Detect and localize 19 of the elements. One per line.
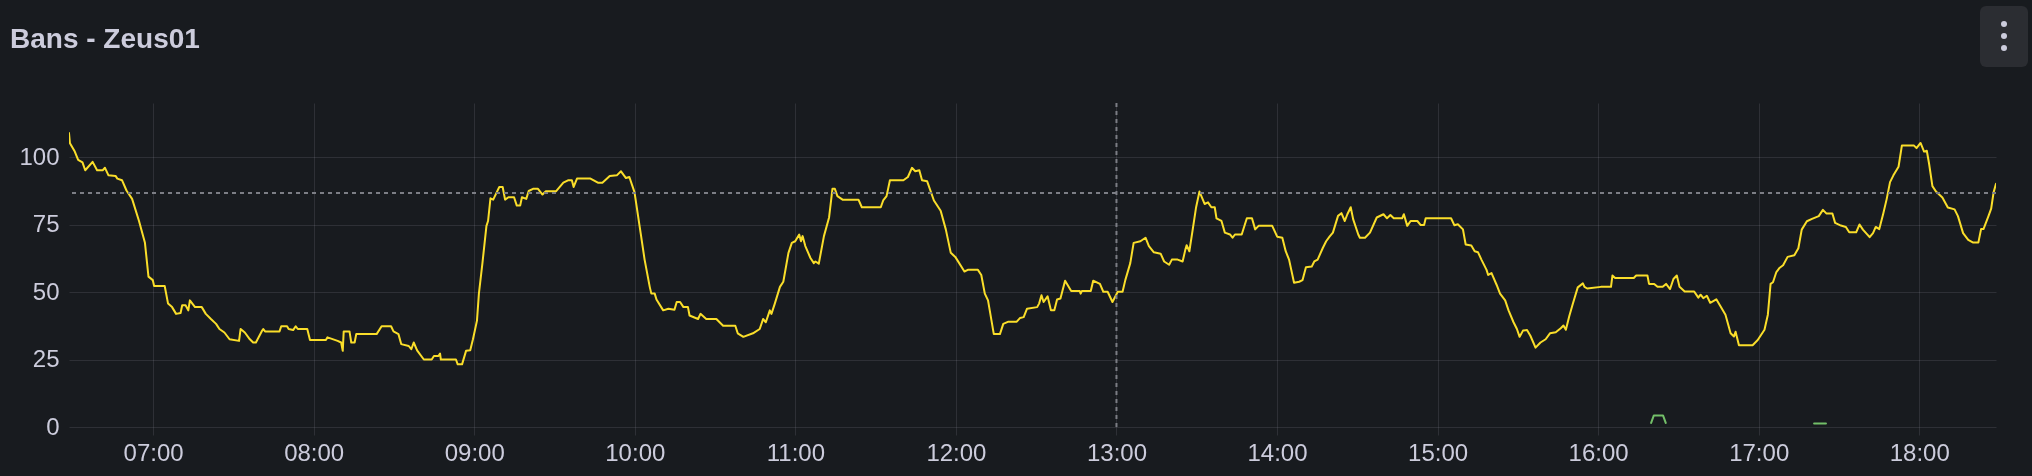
x-tick-label: 13:00: [1086, 438, 1147, 466]
y-tick-label: 50: [32, 277, 60, 305]
x-tick-label: 11:00: [766, 438, 825, 466]
x-tick-label: 07:00: [123, 438, 184, 466]
y-tick-label: 75: [32, 210, 60, 237]
x-tick-label: 08:00: [284, 438, 345, 466]
x-tick-label: 18:00: [1889, 438, 1950, 466]
x-tick-label: 15:00: [1408, 438, 1469, 466]
x-tick-label: 14:00: [1247, 438, 1308, 466]
x-tick-label: 12:00: [926, 438, 987, 466]
y-tick-label: 100: [19, 142, 60, 170]
chart-title: Bans - Zeus01: [10, 23, 200, 55]
x-tick-label: 09:00: [444, 438, 505, 466]
x-tick-label: 16:00: [1568, 438, 1629, 466]
y-tick-label: 25: [32, 345, 60, 372]
x-tick-label: 10:00: [605, 438, 666, 466]
x-tick-label: 17:00: [1729, 438, 1790, 466]
line-series: [69, 131, 1996, 366]
y-tick-label: 0: [46, 412, 60, 440]
